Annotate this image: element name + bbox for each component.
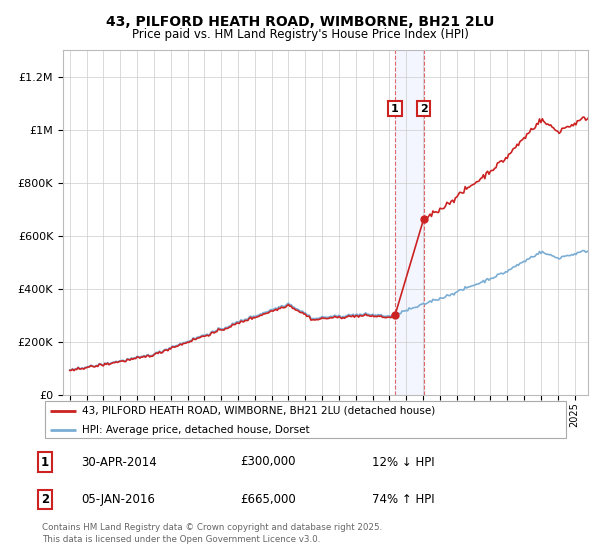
Text: HPI: Average price, detached house, Dorset: HPI: Average price, detached house, Dors…: [82, 424, 309, 435]
Text: 2: 2: [41, 493, 49, 506]
Text: 05-JAN-2016: 05-JAN-2016: [81, 493, 155, 506]
Text: 1: 1: [41, 455, 49, 469]
Text: 2: 2: [420, 104, 428, 114]
FancyBboxPatch shape: [44, 402, 566, 437]
Text: 74% ↑ HPI: 74% ↑ HPI: [372, 493, 434, 506]
Text: 1: 1: [391, 104, 399, 114]
Text: Price paid vs. HM Land Registry's House Price Index (HPI): Price paid vs. HM Land Registry's House …: [131, 28, 469, 41]
Text: 43, PILFORD HEATH ROAD, WIMBORNE, BH21 2LU: 43, PILFORD HEATH ROAD, WIMBORNE, BH21 2…: [106, 15, 494, 29]
Text: 43, PILFORD HEATH ROAD, WIMBORNE, BH21 2LU (detached house): 43, PILFORD HEATH ROAD, WIMBORNE, BH21 2…: [82, 405, 435, 416]
Text: £665,000: £665,000: [240, 493, 296, 506]
Text: 30-APR-2014: 30-APR-2014: [81, 455, 157, 469]
Text: Contains HM Land Registry data © Crown copyright and database right 2025.
This d: Contains HM Land Registry data © Crown c…: [42, 522, 382, 544]
Bar: [395, 50, 424, 395]
Text: £300,000: £300,000: [240, 455, 296, 469]
Text: 12% ↓ HPI: 12% ↓ HPI: [372, 455, 434, 469]
